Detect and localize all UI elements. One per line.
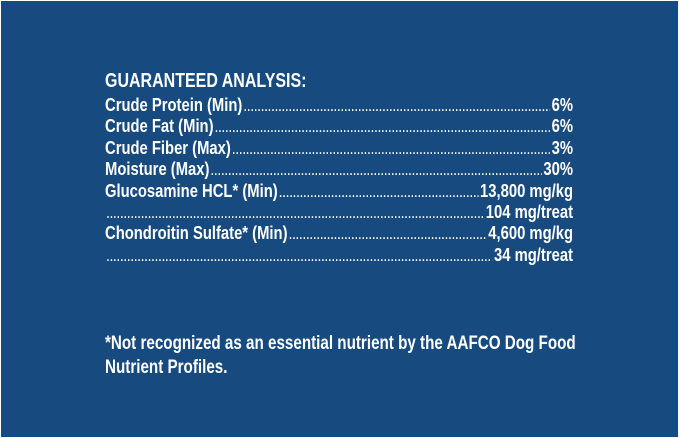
dot-leader <box>107 247 493 268</box>
dot-leader <box>215 118 550 139</box>
guaranteed-analysis-table: GUARANTEED ANALYSIS: Crude Protein (Min)… <box>105 69 573 265</box>
table-row: Moisture (Max) 30% <box>105 158 573 179</box>
row-label: Crude Protein (Min) <box>105 94 243 115</box>
footnote: *Not recognized as an essential nutrient… <box>105 333 576 378</box>
table-row: 104 mg/treat <box>105 201 573 222</box>
row-label: Crude Fiber (Max) <box>105 136 231 158</box>
row-label: Moisture (Max) <box>105 158 210 180</box>
row-value: 104 mg/treat <box>485 200 573 222</box>
row-value: 30% <box>543 158 573 180</box>
row-label: Glucosamine HCL* (Min) <box>105 179 278 201</box>
table-row: Crude Fiber (Max) 3% <box>105 137 573 158</box>
row-value: 3% <box>551 136 573 158</box>
row-value: 6% <box>551 94 573 115</box>
table-title: GUARANTEED ANALYSIS: <box>105 70 307 92</box>
table-row: Crude Fat (Min) 6% <box>105 115 573 136</box>
row-value: 4,600 mg/kg <box>488 222 573 244</box>
dot-leader <box>279 183 478 204</box>
row-label: Crude Fat (Min) <box>105 115 214 137</box>
dot-leader <box>289 225 487 246</box>
dot-leader <box>244 97 550 118</box>
row-value: 6% <box>551 115 573 137</box>
table-row: 34 mg/treat <box>105 244 573 265</box>
row-value: 13,800 mg/kg <box>480 179 573 201</box>
table-row: Glucosamine HCL* (Min) 13,800 mg/kg <box>105 180 573 201</box>
table-row: Crude Protein (Min) 6% <box>105 94 573 115</box>
table-row: Chondroitin Sulfate* (Min) 4,600 mg/kg <box>105 222 573 243</box>
row-value: 34 mg/treat <box>494 243 573 265</box>
dot-leader <box>232 140 550 161</box>
row-label: Chondroitin Sulfate* (Min) <box>105 222 288 244</box>
